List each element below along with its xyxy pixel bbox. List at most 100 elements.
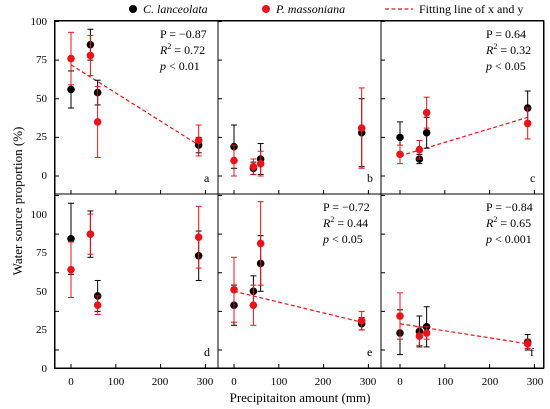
panel-letter: b (367, 171, 373, 185)
data-point (357, 124, 366, 132)
x-tick-label: 300 (197, 376, 214, 388)
series-clanceolata (396, 90, 532, 165)
legend-marker-pmassoniana (262, 5, 270, 13)
data-point (194, 233, 203, 242)
data-point (249, 301, 258, 309)
panel-ticks (218, 195, 369, 368)
y-tick-label: 50 (36, 286, 48, 298)
x-tick-label: 100 (108, 376, 125, 388)
correlation-text: P = 0.64 (486, 27, 526, 41)
r-squared-text: R2 = 0.32 (485, 42, 531, 57)
data-point (396, 133, 404, 142)
legend-label-pmassoniana: P. massoniana (275, 2, 345, 16)
p-value-text: p < 0.001 (485, 232, 532, 246)
p-value-text: p < 0.01 (159, 59, 200, 73)
data-point (93, 301, 102, 309)
data-point (67, 54, 75, 63)
y-tick-label: 50 (36, 93, 48, 105)
series-clanceolata (230, 235, 366, 331)
y-tick-labels-bottom: 0 25 50 75 100 (31, 209, 48, 375)
y-tick-label: 0 (42, 170, 48, 182)
panel-letter: d (204, 345, 210, 359)
data-point (86, 230, 95, 238)
data-point (415, 145, 424, 154)
data-point (422, 329, 431, 337)
data-point (67, 265, 75, 274)
plot-frame (54, 20, 544, 369)
data-point (256, 239, 265, 248)
data-point (256, 159, 265, 168)
data-point (396, 150, 404, 159)
correlation-text: P = −0.72 (323, 200, 370, 214)
y-tick-label: 25 (36, 324, 48, 336)
legend-label-fit-line: Fitting line of x and y (419, 2, 523, 16)
x-tick-labels-panel-e: 0 100 200 300 (231, 376, 377, 388)
x-tick-labels-panel-f: 0 100 200 300 (397, 376, 544, 388)
x-tick-label: 200 (315, 376, 332, 388)
panel-border (217, 20, 382, 195)
panel-border (54, 193, 219, 369)
y-tick-label: 100 (31, 209, 48, 221)
p-value-text: p < 0.05 (485, 59, 526, 73)
x-tick-label: 300 (360, 376, 377, 388)
x-tick-label: 0 (231, 376, 237, 388)
data-point (86, 51, 95, 60)
r-squared-text: R2 = 0.72 (159, 42, 205, 57)
y-tick-label: 25 (36, 131, 48, 143)
y-tick-label: 75 (36, 247, 48, 259)
x-tick-label: 0 (68, 376, 74, 388)
legend-label-clanceolata: C. lanceolata (143, 2, 208, 16)
legend: C. lanceolata P. massoniana Fitting line… (129, 2, 523, 16)
series-clanceolata (230, 98, 366, 175)
data-point (230, 156, 238, 165)
data-point (422, 108, 431, 117)
series-clanceolata (396, 306, 532, 356)
series-pmassoniana (396, 96, 532, 165)
y-tick-label: 0 (42, 363, 48, 375)
data-point (67, 85, 75, 94)
y-tick-label: 75 (36, 54, 48, 66)
correlation-text: P = −0.87 (160, 27, 207, 41)
panel-letter: f (530, 345, 534, 359)
p-value-text: p < 0.05 (322, 232, 363, 246)
panel-letter: a (204, 171, 210, 185)
r-squared-text: R2 = 0.44 (322, 215, 368, 230)
x-tick-label: 200 (152, 376, 169, 388)
data-point (357, 316, 366, 325)
data-point (194, 136, 203, 145)
data-point (415, 332, 424, 340)
x-tick-label: 200 (482, 376, 499, 388)
series-clanceolata (67, 202, 203, 312)
correlation-text: P = −0.84 (486, 200, 533, 214)
panel-d: d (54, 193, 219, 369)
series-pmassoniana (396, 292, 532, 349)
series-pmassoniana (230, 87, 366, 177)
data-point (523, 119, 532, 128)
panel-b: b (217, 20, 382, 195)
panel-letter: e (367, 345, 372, 359)
x-tick-label: 0 (397, 376, 403, 388)
data-point (93, 118, 102, 126)
data-point (67, 234, 75, 243)
series-pmassoniana (67, 31, 203, 158)
y-tick-label: 100 (31, 16, 48, 28)
data-point (249, 162, 258, 171)
data-point (396, 312, 404, 320)
fit-line (70, 64, 199, 146)
panel-ticks (55, 195, 206, 368)
x-tick-label: 100 (437, 376, 454, 388)
series-pmassoniana (230, 201, 366, 331)
x-tick-label: 100 (271, 376, 288, 388)
y-axis-title: Water source proportion (%) (10, 127, 25, 276)
x-axis-title: Precipitaiton amount (mm) (230, 390, 371, 405)
fit-line (233, 290, 362, 323)
panel-ticks (381, 195, 535, 368)
y-tick-labels-top: 0 25 50 75 100 (31, 16, 48, 182)
